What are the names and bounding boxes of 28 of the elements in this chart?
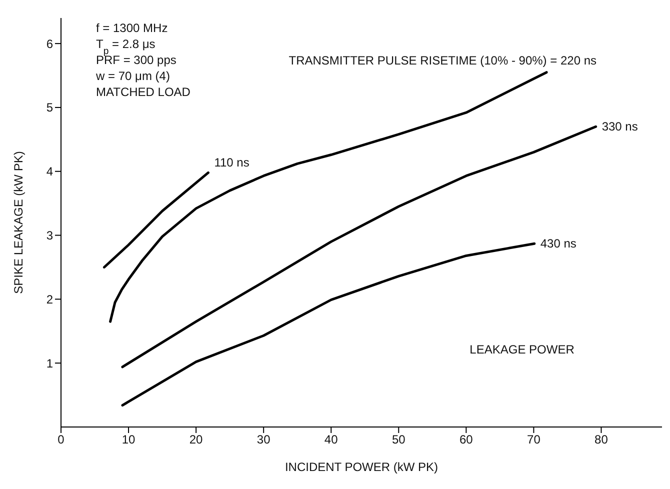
x-tick-label: 50 xyxy=(392,432,406,447)
line-series xyxy=(102,171,210,268)
annotation: LEAKAGE POWER xyxy=(470,342,575,356)
x-tick-label: 10 xyxy=(122,432,136,447)
y-tick-label: 1 xyxy=(46,356,54,370)
series-label: 430 ns xyxy=(540,236,576,251)
annotation: MATCHED LOAD xyxy=(96,85,191,99)
x-tick-label: 0 xyxy=(58,432,65,447)
annotation: w = 70 μm (4) xyxy=(95,69,170,83)
y-tick-label: 3 xyxy=(46,228,54,243)
y-tick-label: 2 xyxy=(46,292,54,306)
x-axis-title: INCIDENT POWER (kW PK) xyxy=(284,460,438,474)
y-tick-label: 4 xyxy=(46,164,54,179)
line-series xyxy=(121,125,598,368)
x-tick-label: 80 xyxy=(594,432,608,447)
x-tick-label: 60 xyxy=(459,432,474,447)
text: TRANSMITTER PULSE RISETIME (10% - 90%) = 220 ns xyxy=(288,53,597,68)
annotation: T$_{p}$ = 2.8 μs xyxy=(96,37,156,56)
x-tick-label: 30 xyxy=(256,432,271,447)
y-tick-label: 6 xyxy=(46,36,54,51)
y-tick-label: 5 xyxy=(46,100,54,115)
series-label: 330 ns xyxy=(602,120,638,134)
x-tick-label: 40 xyxy=(324,432,338,447)
x-tick-label: 70 xyxy=(527,432,541,447)
annotation: f = 1300 MHz xyxy=(96,21,168,35)
y-axis-title: SPIKE LEAKAGE (kW PK) xyxy=(11,151,26,294)
series-label: 110 ns xyxy=(214,156,250,170)
x-tick-label: 20 xyxy=(189,432,204,447)
